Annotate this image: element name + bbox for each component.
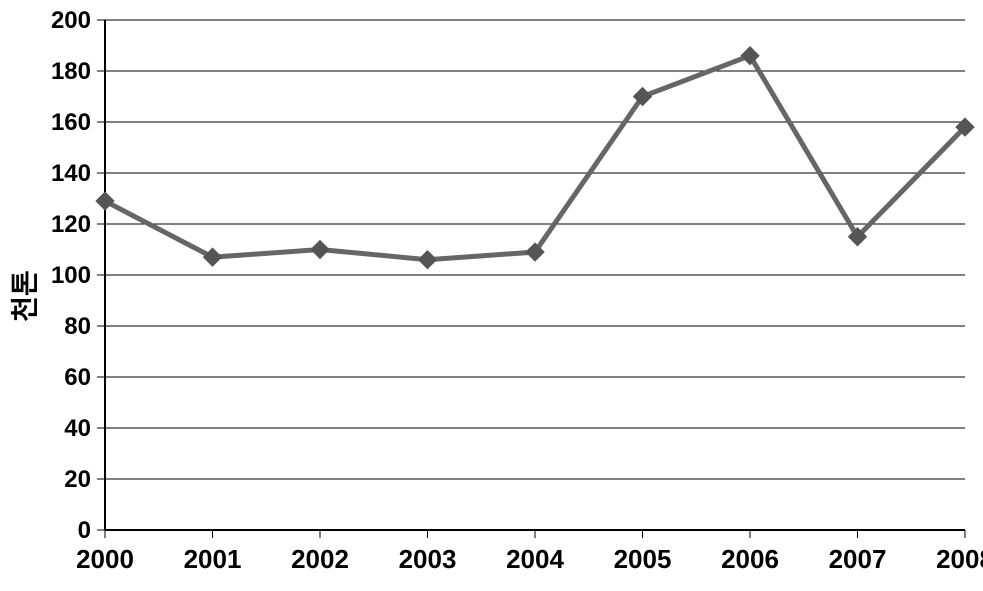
y-axis-label: 천톤 bbox=[3, 270, 43, 322]
y-tick-label: 140 bbox=[51, 160, 91, 187]
line-chart: 0 20 40 60 80 100 120 140 160 180 200 2000 2001 2002 2… bbox=[0, 0, 983, 591]
x-tick-label: 2003 bbox=[399, 544, 457, 574]
data-marker bbox=[96, 192, 114, 210]
y-tick-label: 0 bbox=[78, 517, 91, 544]
y-tick-label: 120 bbox=[51, 211, 91, 238]
x-tick-label: 2002 bbox=[291, 544, 349, 574]
data-marker bbox=[419, 251, 437, 269]
x-tick-label: 2000 bbox=[76, 544, 134, 574]
y-tick-label: 20 bbox=[64, 466, 91, 493]
x-tick-label: 2005 bbox=[614, 544, 672, 574]
y-tick-label: 180 bbox=[51, 58, 91, 85]
y-tick-label: 80 bbox=[64, 313, 91, 340]
x-tick-label: 2004 bbox=[506, 544, 564, 574]
y-tick-label: 200 bbox=[51, 7, 91, 34]
data-marker bbox=[204, 248, 222, 266]
data-marker bbox=[311, 241, 329, 259]
y-tick-label: 60 bbox=[64, 364, 91, 391]
y-tick-label: 160 bbox=[51, 109, 91, 136]
series-line bbox=[105, 56, 965, 260]
y-tick-label: 40 bbox=[64, 415, 91, 442]
chart-container: 천톤 0 20 40 60 80 100 120 140 160 180 200 2000 2001 20… bbox=[0, 0, 983, 591]
x-tick-label: 2006 bbox=[721, 544, 779, 574]
y-tick-label: 100 bbox=[51, 262, 91, 289]
x-tick-label: 2008 bbox=[936, 544, 983, 574]
x-tick-label: 2001 bbox=[184, 544, 242, 574]
x-tick-label: 2007 bbox=[829, 544, 887, 574]
